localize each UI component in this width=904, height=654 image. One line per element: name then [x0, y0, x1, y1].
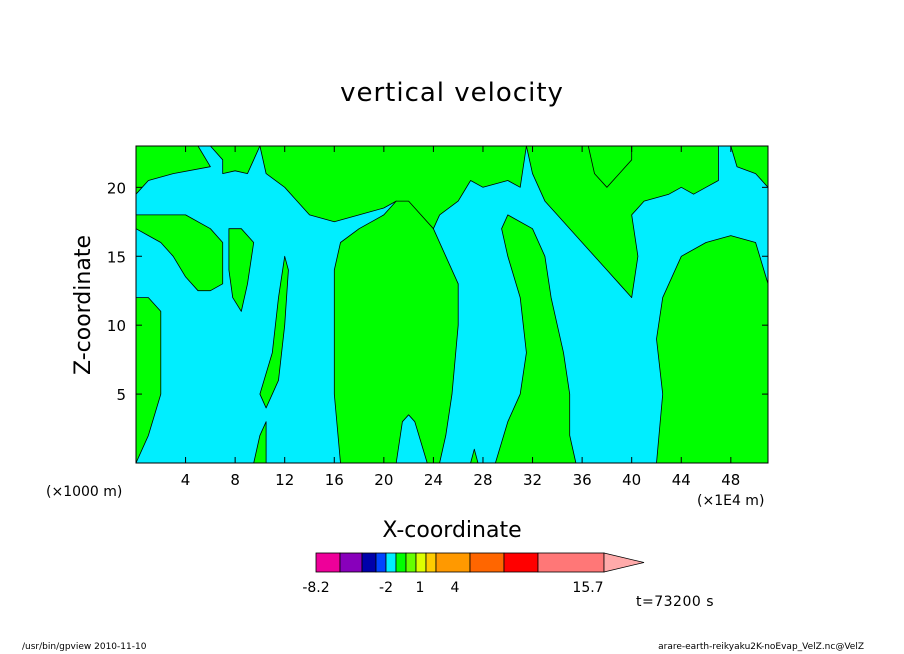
- plot-frame: [135, 145, 769, 464]
- colorbar-segment: [425, 552, 437, 573]
- colorbar-segment: [503, 552, 539, 573]
- contour-region-top-band-1: [209, 145, 261, 175]
- footer-right: arare-earth-reikyaku2K-noEvap_VelZ.nc@Ve…: [658, 642, 864, 652]
- colorbar-tick-label: 4: [451, 580, 460, 596]
- x-tick-label: 8: [230, 471, 240, 489]
- colorbar: [315, 552, 645, 573]
- colorbar-arrow: [603, 552, 645, 573]
- plot-area: [135, 145, 769, 464]
- y-tick-label: 10: [107, 317, 126, 335]
- x-tick-label: 40: [622, 471, 641, 489]
- x-tick-label: 32: [523, 471, 542, 489]
- time-label: t=73200 s: [636, 594, 714, 610]
- y-axis-label: Z-coordinate: [71, 235, 96, 375]
- colorbar-tick-label: 15.7: [572, 580, 603, 596]
- colorbar-segment: [415, 552, 427, 573]
- x-tick-label: 4: [181, 471, 191, 489]
- x-axis-label: X-coordinate: [382, 518, 521, 543]
- colorbar-tick-label: 1: [416, 580, 425, 596]
- colorbar-segment: [339, 552, 363, 573]
- positive-regions: [135, 145, 769, 464]
- x-tick-label: 16: [325, 471, 344, 489]
- chart-title: vertical velocity: [340, 78, 564, 108]
- y-tick-label: 5: [116, 386, 126, 404]
- colorbar-segment: [435, 552, 471, 573]
- contour-region-upper-left-blob: [135, 214, 224, 292]
- colorbar-segment: [315, 552, 341, 573]
- colorbar-tick-label: -8.2: [302, 580, 329, 596]
- colorbar-segment: [361, 552, 377, 573]
- x-tick-label: 12: [275, 471, 294, 489]
- colorbar-segment: [395, 552, 407, 573]
- contour-region-column-10-12: [259, 255, 289, 409]
- contour-region-column-28-34: [494, 214, 577, 464]
- x-tick-label: 20: [374, 471, 393, 489]
- y-tick-label: 20: [107, 179, 126, 197]
- y-tick-label: 15: [107, 248, 126, 266]
- x-tick-label: 36: [573, 471, 592, 489]
- x-tick-label: 28: [473, 471, 492, 489]
- contour-region-center-big: [333, 200, 459, 464]
- colorbar-segment: [469, 552, 505, 573]
- x-tick-label: 44: [672, 471, 691, 489]
- x-axis: 4 8 12 16 20 24 28 32 36 40 44 48: [181, 146, 740, 489]
- x-tick-label: 48: [721, 471, 740, 489]
- colorbar-segment: [375, 552, 387, 573]
- contour-region-column-8: [228, 228, 255, 312]
- colorbar-segment: [385, 552, 397, 573]
- footer-left: /usr/bin/gpview 2010-11-10: [22, 642, 147, 652]
- colorbar-segment: [537, 552, 605, 573]
- colorbar-segment: [405, 552, 417, 573]
- y-axis: 5 10 15 20: [107, 179, 768, 404]
- x-axis-unit-left: (×1000 m): [46, 484, 122, 500]
- x-tick-label: 24: [424, 471, 443, 489]
- colorbar-ticks: -8.2 -2 1 4 15.7: [302, 580, 603, 596]
- x-axis-unit-right: (×1E4 m): [697, 493, 764, 509]
- contour-region-upper-right-band: [526, 145, 719, 299]
- colorbar-tick-label: -2: [379, 580, 393, 596]
